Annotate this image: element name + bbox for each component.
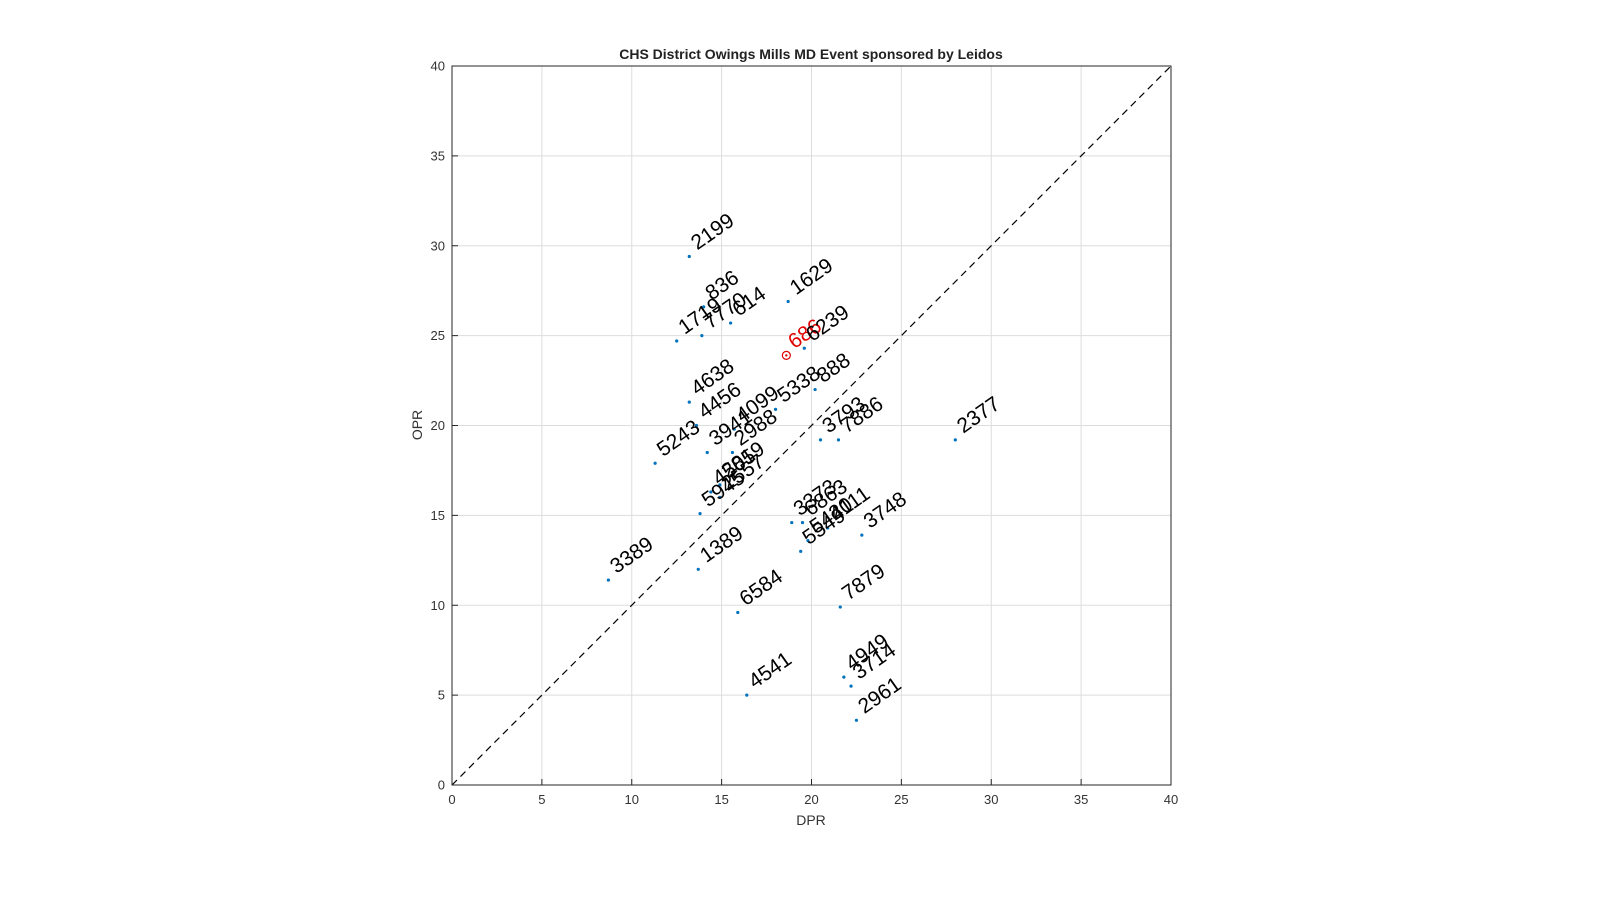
x-tick-label: 0 <box>448 792 455 807</box>
point-marker <box>700 334 704 338</box>
chart-title: CHS District Owings Mills MD Event spons… <box>619 46 1003 62</box>
point-marker <box>696 567 700 571</box>
grid-lines <box>452 66 1171 785</box>
point-marker <box>675 339 679 343</box>
point-marker <box>838 605 842 609</box>
y-tick-label: 5 <box>438 688 445 703</box>
y-tick-label: 15 <box>431 508 445 523</box>
y-tick-label: 20 <box>431 418 445 433</box>
point-marker <box>653 461 657 465</box>
y-tick-label: 0 <box>438 778 445 793</box>
point-marker <box>802 346 806 350</box>
x-tick-label: 5 <box>538 792 545 807</box>
y-tick-label: 35 <box>431 148 445 163</box>
y-tick-label: 10 <box>431 598 445 613</box>
point-marker <box>694 423 699 428</box>
point-marker <box>806 538 810 543</box>
y-tick-label: 25 <box>431 328 445 343</box>
highlight-marker-dot <box>785 354 788 357</box>
point-marker <box>736 610 740 615</box>
x-tick-label: 20 <box>804 792 818 807</box>
point-marker <box>730 450 735 455</box>
point-marker <box>698 511 702 516</box>
y-tick-label: 40 <box>431 59 445 74</box>
x-tick-label: 15 <box>714 792 728 807</box>
point-marker <box>813 387 817 392</box>
point-marker <box>745 693 749 697</box>
x-tick-label: 35 <box>1074 792 1088 807</box>
point-marker <box>826 526 830 530</box>
point-marker <box>718 495 722 499</box>
point-marker <box>729 321 733 325</box>
point-marker <box>687 400 691 404</box>
point-marker <box>790 520 794 525</box>
highlight-marker-ring <box>781 350 791 360</box>
y-axis-ticks: 0 5 10 15 20 25 30 35 40 <box>431 59 458 793</box>
point-marker <box>718 483 722 487</box>
point-marker <box>687 254 691 259</box>
x-tick-label: 40 <box>1164 792 1178 807</box>
point-marker <box>786 299 790 304</box>
x-axis-label: DPR <box>796 812 826 828</box>
point-marker <box>702 305 706 309</box>
x-tick-label: 25 <box>894 792 908 807</box>
x-tick-label: 30 <box>984 792 998 807</box>
point-marker <box>773 407 778 411</box>
x-axis-ticks: 0 5 10 15 20 25 30 35 40 <box>448 779 1178 807</box>
point-marker <box>818 438 823 442</box>
point-marker <box>705 450 709 455</box>
point-marker <box>953 438 957 442</box>
point-marker <box>854 718 859 722</box>
point-marker <box>842 675 846 679</box>
identity-reference-line <box>451 65 1172 786</box>
point-marker <box>800 520 805 525</box>
point-marker <box>606 578 610 582</box>
point-marker <box>860 533 864 537</box>
y-axis-label: OPR <box>409 410 425 440</box>
point-marker <box>709 490 713 494</box>
point-marker <box>836 438 841 442</box>
point-marker <box>799 549 803 553</box>
point-marker <box>732 427 736 431</box>
y-tick-label: 30 <box>431 238 445 253</box>
point-marker <box>849 684 853 688</box>
x-tick-label: 10 <box>625 792 639 807</box>
